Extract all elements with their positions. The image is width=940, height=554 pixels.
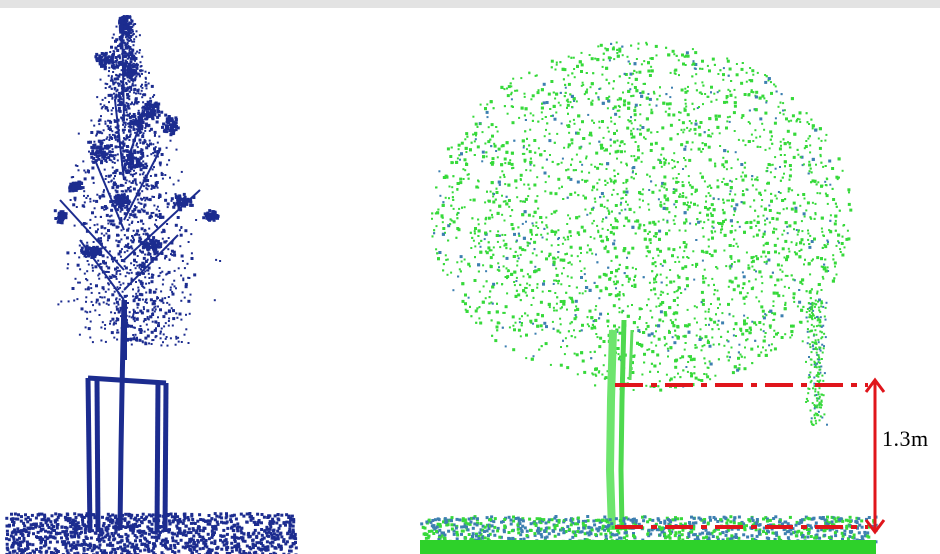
left-tree-point-cloud: [5, 15, 298, 554]
left-tree-crown-points: [57, 15, 222, 347]
top-strip: [0, 0, 940, 8]
right-tree-ground-points: [420, 515, 878, 544]
ground-strip: [420, 540, 876, 554]
dimension-arrowhead-top: [864, 377, 886, 393]
right-tree-point-cloud: [420, 41, 878, 554]
right-tree-crown-points: [431, 41, 853, 426]
left-tree-dense-clusters: [53, 15, 220, 259]
dimension-arrowhead-bottom: [864, 519, 886, 535]
left-tree-trunk: [117, 299, 127, 531]
left-tree-branches: [59, 19, 201, 301]
height-dimension: [615, 377, 886, 535]
left-tree-ground-points: [5, 512, 298, 554]
tree-support-frame: [85, 375, 169, 533]
right-tree-trunk: [605, 319, 634, 531]
height-measurement-label: 1.3m: [882, 426, 929, 451]
